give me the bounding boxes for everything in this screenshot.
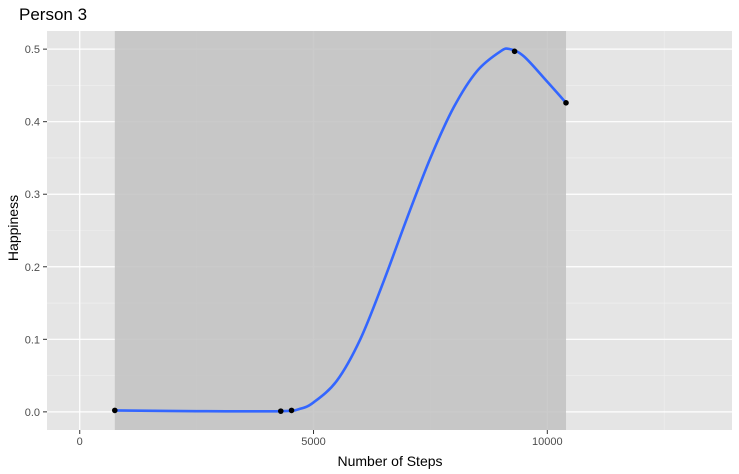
y-tick-label: 0.0 xyxy=(25,407,40,419)
x-axis: 0 5000 10000 xyxy=(77,430,563,448)
data-point xyxy=(511,48,518,55)
y-axis: 0.0 0.1 0.2 0.3 0.4 0.5 xyxy=(25,44,47,419)
y-axis-title: Happiness xyxy=(5,195,21,261)
data-point xyxy=(111,407,118,414)
chart-title: Person 3 xyxy=(19,5,87,24)
y-tick-label: 0.2 xyxy=(25,262,40,274)
y-tick-label: 0.5 xyxy=(25,44,40,56)
plot-panel xyxy=(47,31,732,430)
data-point xyxy=(277,408,284,414)
y-tick-label: 0.4 xyxy=(25,117,40,129)
x-tick-label: 10000 xyxy=(532,436,563,448)
data-point xyxy=(288,407,295,414)
y-tick-label: 0.1 xyxy=(25,334,40,346)
x-tick-label: 0 xyxy=(77,436,83,448)
x-tick-label: 5000 xyxy=(301,436,325,448)
confidence-band xyxy=(114,31,567,430)
data-point xyxy=(563,100,569,106)
x-axis-title: Number of Steps xyxy=(337,453,442,469)
y-tick-label: 0.3 xyxy=(25,189,40,201)
